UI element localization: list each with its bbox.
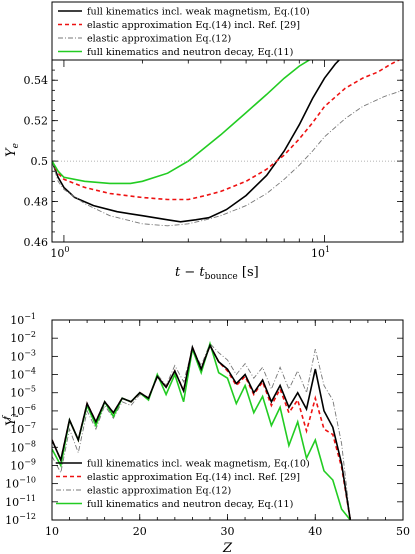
yi-legend-label: full kinematics incl. weak magnetism, Eq… xyxy=(87,459,310,470)
ye-plot-frame xyxy=(51,59,404,243)
yi-x-tick-label: 50 xyxy=(396,525,410,538)
yi-series-line-3 xyxy=(52,342,351,521)
yi-plot-frame xyxy=(51,319,404,521)
ye-series-line-1 xyxy=(52,60,341,223)
yi-legend: full kinematics incl. weak magnetism, Eq… xyxy=(56,459,310,510)
ye-panel: 0.46 0.48 0.5 0.52 0.54 100 101 full kinematic… xyxy=(4,1,404,282)
yi-y-tick-label: 10−9 xyxy=(10,457,36,472)
yi-y-tick-label: 10−6 xyxy=(10,403,36,418)
ye-x-axis-label: t − tbounce [s] xyxy=(175,265,259,282)
ye-series-line-3 xyxy=(52,89,403,227)
yi-legend-label: full kinematics and neutron decay, Eq.(1… xyxy=(87,499,293,510)
ye-y-tick-label: 0.46 xyxy=(24,236,49,249)
yi-y-tick-label: 10−5 xyxy=(10,385,36,400)
yi-y-tick-label: 10−2 xyxy=(10,330,36,345)
yi-y-tick-label: 10−12 xyxy=(5,512,36,527)
yi-x-tick-label: 10 xyxy=(45,525,59,538)
yi-y-tick-label: 10−4 xyxy=(10,367,36,382)
ye-legend-label: full kinematics incl. weak magnetism, Eq… xyxy=(87,7,310,18)
ye-y-tick-label: 0.48 xyxy=(24,196,49,209)
ye-y-tick-label: 0.54 xyxy=(24,74,49,87)
yi-legend-label: elastic approximation Eq.(14) incl. Ref.… xyxy=(87,472,300,483)
yi-x-tick-label: 30 xyxy=(221,525,235,538)
ye-legend: full kinematics incl. weak magnetism, Eq… xyxy=(51,1,404,61)
ye-ticks: 0.46 0.48 0.5 0.52 0.54 100 101 xyxy=(24,59,404,260)
ye-y-tick-label: 0.52 xyxy=(24,115,49,128)
yi-y-axis-label: Yif xyxy=(2,414,21,426)
ye-legend-label: elastic approximation Eq.(12) xyxy=(87,34,231,45)
ye-legend-box xyxy=(51,1,404,61)
ye-y-tick-label: 0.5 xyxy=(31,155,49,168)
yi-y-tick-label: 10−3 xyxy=(10,348,36,363)
yi-series-line-1 xyxy=(52,343,352,521)
ye-x-tick-label: 101 xyxy=(311,245,330,260)
ye-legend-label: elastic approximation Eq.(14) incl. Ref.… xyxy=(87,20,300,31)
yi-y-tick-label: 10−10 xyxy=(5,476,36,491)
yi-curves xyxy=(52,340,352,521)
ye-curves xyxy=(52,60,403,227)
ye-y-axis-label: Ye xyxy=(4,143,21,157)
ye-series-line-2 xyxy=(52,60,401,201)
yi-panel: 10−12 10−11 10−10 10−9 10−8 10−7 10−6 10−5 10−4 1… xyxy=(2,312,410,554)
yi-y-tick-label: 10−11 xyxy=(5,494,36,509)
yi-x-axis-label: Z xyxy=(222,541,233,554)
yi-y-tick-label: 10−1 xyxy=(10,312,36,327)
ye-series-line-4 xyxy=(52,60,311,185)
yi-y-tick-label: 10−7 xyxy=(10,421,36,436)
yi-x-tick-label: 40 xyxy=(308,525,322,538)
ye-legend-label: full kinematics and neutron decay, Eq.(1… xyxy=(87,47,293,58)
yi-legend-label: elastic approximation Eq.(12) xyxy=(87,486,231,497)
yi-x-tick-label: 20 xyxy=(133,525,147,538)
ye-x-tick-label: 100 xyxy=(50,245,69,260)
yi-y-tick-label: 10−8 xyxy=(10,439,36,454)
yi-ticks: 10−12 10−11 10−10 10−9 10−8 10−7 10−6 10−5 10−4 1… xyxy=(5,312,410,538)
